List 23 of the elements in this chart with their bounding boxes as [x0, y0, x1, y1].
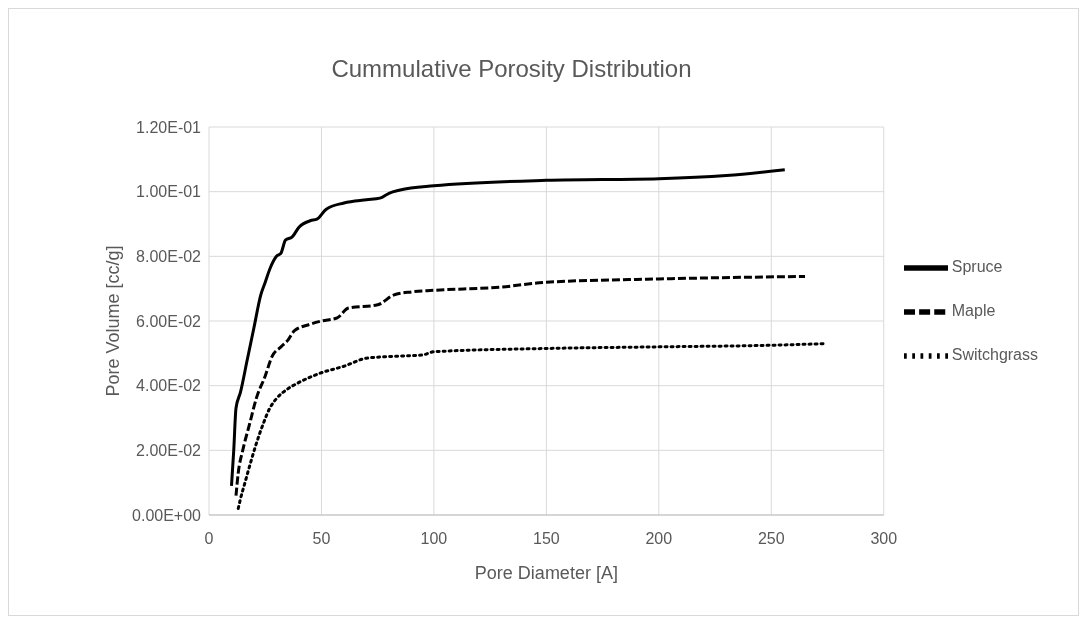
x-tick-label: 150: [533, 530, 560, 548]
y-tick-label: 2.00E-02: [136, 442, 202, 460]
x-tick-label: 50: [312, 530, 331, 548]
legend-label: Spruce: [951, 258, 1003, 276]
legend-label: Maple: [951, 302, 996, 320]
x-tick-label: 300: [870, 530, 898, 548]
x-axis-title: Pore Diameter [A]: [474, 563, 618, 583]
y-tick-label: 8.00E-02: [136, 248, 202, 266]
x-tick-label: 100: [420, 530, 448, 548]
x-tick-label: 200: [645, 530, 673, 548]
line-series: [229, 168, 787, 488]
legend-label: Switchgrass: [951, 346, 1038, 364]
y-tick-label: 4.00E-02: [136, 377, 202, 395]
line-series: [236, 342, 827, 511]
y-tick-label: 6.00E-02: [136, 312, 202, 330]
chart-title: Cummulative Porosity Distribution: [330, 55, 693, 83]
x-tick-label: 250: [757, 530, 785, 548]
line-series: [234, 274, 807, 498]
y-tick-label: 0.00E+00: [132, 506, 202, 524]
y-tick-label: 1.00E-01: [136, 183, 202, 201]
y-tick-label: 1.20E-01: [136, 118, 202, 136]
y-axis-title: Pore Volume [cc/g]: [103, 245, 124, 397]
x-tick-label: 0: [204, 530, 214, 548]
